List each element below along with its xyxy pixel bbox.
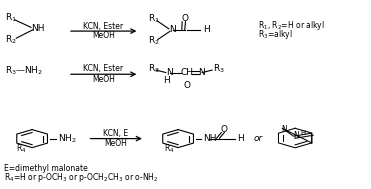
Text: N: N xyxy=(169,25,175,34)
Text: O: O xyxy=(181,14,188,23)
Text: KCN, E: KCN, E xyxy=(104,129,129,138)
Text: NH: NH xyxy=(203,134,217,143)
Text: R$_2$: R$_2$ xyxy=(148,35,160,47)
Text: H: H xyxy=(203,25,210,34)
Text: CH: CH xyxy=(181,68,194,77)
Text: R$_3$=alkyl: R$_3$=alkyl xyxy=(257,28,292,41)
Text: R$_3$: R$_3$ xyxy=(148,62,160,75)
Text: MeOH: MeOH xyxy=(105,139,128,148)
Text: R$_3$: R$_3$ xyxy=(213,63,225,75)
Text: O: O xyxy=(220,125,227,134)
Text: N: N xyxy=(293,131,299,140)
Text: R$_1$: R$_1$ xyxy=(5,12,17,24)
Text: NH: NH xyxy=(31,24,45,33)
Text: N: N xyxy=(281,125,287,134)
Text: N: N xyxy=(166,68,173,77)
Text: KCN, Ester: KCN, Ester xyxy=(83,22,124,30)
Text: R$_1$, R$_2$=H or alkyl: R$_1$, R$_2$=H or alkyl xyxy=(257,19,325,32)
Text: N: N xyxy=(198,68,205,77)
Text: E=dimethyl malonate: E=dimethyl malonate xyxy=(4,164,88,173)
Text: KCN, Ester: KCN, Ester xyxy=(83,64,124,73)
Text: NH$_2$: NH$_2$ xyxy=(58,132,76,145)
Text: H: H xyxy=(163,76,170,85)
Text: R$_3$—NH$_2$: R$_3$—NH$_2$ xyxy=(5,65,43,77)
Text: MeOH: MeOH xyxy=(92,31,115,40)
Text: R$_2$: R$_2$ xyxy=(5,33,17,46)
Text: R$_4$: R$_4$ xyxy=(164,142,174,155)
Text: R$_4$: R$_4$ xyxy=(16,142,26,155)
Text: MeOH: MeOH xyxy=(92,75,115,84)
Text: R$_1$: R$_1$ xyxy=(148,13,160,25)
Text: H: H xyxy=(237,134,244,143)
Text: or: or xyxy=(254,134,263,143)
Text: H: H xyxy=(300,130,305,136)
Text: O: O xyxy=(184,81,191,90)
Text: R$_4$=H or p-OCH$_3$ or p-OCH$_2$CH$_3$ or o-NH$_2$: R$_4$=H or p-OCH$_3$ or p-OCH$_2$CH$_3$ … xyxy=(4,170,159,184)
